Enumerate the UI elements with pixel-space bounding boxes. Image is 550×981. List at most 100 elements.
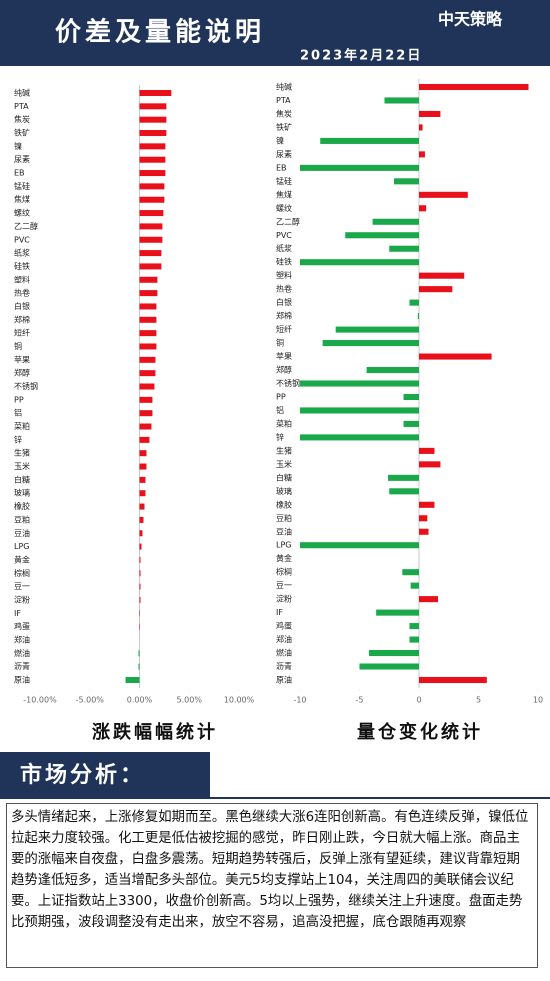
category-label: 白银 [14,301,30,311]
bar [139,343,157,350]
category-label: 黄金 [276,553,292,563]
bar [139,596,141,603]
x-tick-label: 10.00% [224,696,255,705]
category-label: 镍 [14,141,22,151]
category-label: 铜 [14,341,22,351]
bar [139,516,144,523]
bar [139,250,162,257]
bar [403,420,419,427]
category-label: 豆一 [14,582,30,591]
category-label: 焦炭 [14,114,30,124]
bar [419,272,465,279]
x-tick-label: 10 [533,696,543,705]
category-label: 白糖 [14,474,30,484]
category-label: 焦炭 [276,108,292,118]
category-label: LPG [276,541,291,550]
bar [139,116,167,123]
bar [300,407,419,414]
category-label: 短纤 [276,324,292,334]
bar [419,501,435,508]
bar [139,223,163,230]
bar [139,143,166,150]
header-bar [0,0,550,66]
bar [139,476,146,483]
category-label: PTA [14,102,29,111]
bar [139,383,155,390]
bar [139,263,162,270]
category-label: 玉米 [14,461,30,471]
bar [139,543,142,550]
category-label: 豆粕 [276,513,292,523]
bar [139,303,157,310]
category-label: 硅铁 [14,261,30,271]
category-label: IF [276,608,283,617]
category-label: 锰硅 [14,181,30,191]
category-label: 沥青 [276,661,292,671]
bar [419,461,441,468]
bar [300,434,419,441]
bar [139,210,164,217]
bar [139,370,156,377]
category-label: 纸浆 [276,243,292,253]
bar [409,299,419,306]
category-label: 纯碱 [14,88,30,98]
category-label: 玻璃 [276,486,292,496]
bar [139,583,141,590]
bar [419,528,429,535]
bar [369,650,419,657]
category-label: 白银 [276,297,292,307]
bar [139,463,147,470]
category-label: 乙二醇 [276,216,300,226]
bar [139,183,165,190]
bar [139,423,152,430]
category-label: 铁矿 [276,122,292,132]
category-label: 短纤 [14,328,30,338]
category-label: 铝 [276,405,284,415]
bar [403,393,419,401]
bar [139,330,157,337]
bar [300,380,419,387]
bar [409,636,419,643]
bar [359,663,419,670]
category-label: 郑棉 [276,311,292,321]
category-label: 苹果 [276,351,292,361]
x-tick-label: -5 [356,696,364,705]
bar [384,97,419,104]
bar [139,570,141,577]
category-label: 螺纹 [14,208,30,218]
category-label: 淀粉 [276,594,292,604]
category-label: 淀粉 [14,594,30,604]
category-label: 白糖 [276,472,292,482]
bar [419,83,529,91]
category-label: 铜 [276,338,284,348]
bar [139,276,158,283]
category-label: 豆粕 [14,514,30,524]
bar [125,676,140,684]
category-label: 塑料 [14,274,30,284]
bar [139,396,153,403]
bar [139,436,150,443]
category-label: 郑棉 [14,314,30,324]
category-label: PVC [14,235,30,244]
logo: 中天策略 [438,10,503,29]
bar [419,110,441,117]
bar [419,353,492,360]
category-label: 塑料 [276,270,292,280]
chart-title: 量仓变化统计 [357,721,483,743]
bar [138,663,140,670]
bar [419,596,439,603]
category-label: 橡胶 [276,499,292,509]
analysis-text: 多头情绪起来，上涨修复如期而至。黑色继续大涨6连阳创新高。有色连续反弹，镍低位拉… [6,803,538,968]
category-label: 乙二醇 [14,221,38,231]
category-label: PP [14,395,24,404]
bar [139,530,143,537]
bar [139,503,145,510]
category-label: 菜粕 [276,418,292,428]
category-label: 硅铁 [276,257,292,267]
bar [402,569,419,576]
bar [139,290,158,297]
bar [139,130,167,137]
bar [300,542,419,549]
